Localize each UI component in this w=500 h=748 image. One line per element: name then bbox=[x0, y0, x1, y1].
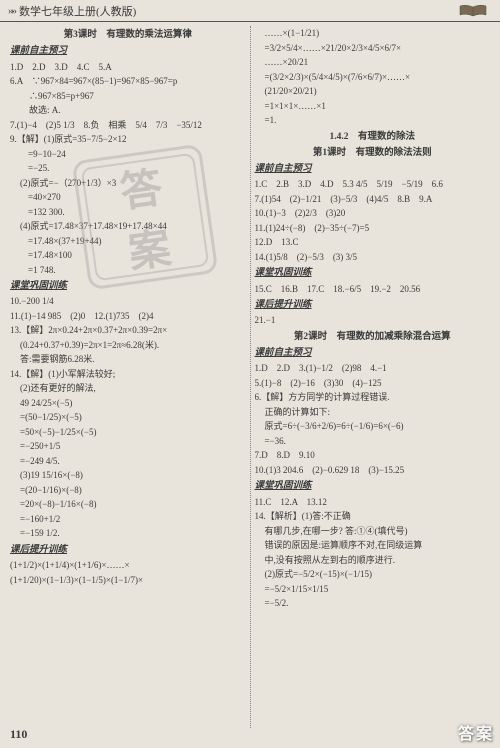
text-line: =−250+1/5 bbox=[10, 440, 246, 454]
header-title: 数学七年级上册(人教版) bbox=[19, 3, 136, 19]
text-line: 1.C 2.B 3.D 4.D 5.3 4/5 5/19 −5/19 6.6 bbox=[255, 178, 491, 192]
text-line: ……×(1−1/21) bbox=[255, 27, 491, 41]
text-line: (2)原式=−（270+1/3）×3 bbox=[10, 177, 246, 191]
lesson-title: 第2课时 有理数的加减乘除混合运算 bbox=[255, 330, 491, 344]
text-line: =−159 1/2. bbox=[10, 527, 246, 541]
text-line: 有哪几步,在哪一步? 答:①④(填代号) bbox=[255, 525, 491, 539]
text-line: 答:需要钢筋6.28米. bbox=[10, 353, 246, 367]
text-line: 1.D 2.D 3.(1)−1/2 (2)98 4.−1 bbox=[255, 362, 491, 376]
text-line: =−249 4/5. bbox=[10, 455, 246, 469]
text-line: =−5/2×1/15×1/15 bbox=[255, 583, 491, 597]
text-line: =1×1×1×……×1 bbox=[255, 100, 491, 114]
text-line: =132 300. bbox=[10, 206, 246, 220]
practice-heading: 课堂巩固训练 bbox=[255, 266, 491, 280]
text-line: 11.(1)−14 985 (2)0 12.(1)735 (2)4 bbox=[10, 310, 246, 324]
enhance-heading: 课后提升训练 bbox=[255, 298, 491, 312]
text-line: (1+1/2)×(1+1/4)×(1+1/6)×……× bbox=[10, 559, 246, 573]
text-line: 49 24/25×(−5) bbox=[10, 397, 246, 411]
text-line: (4)原式=17.48×37+17.48×19+17.48×44 bbox=[10, 220, 246, 234]
text-line: =−5/2. bbox=[255, 597, 491, 611]
text-line: 11.C 12.A 13.12 bbox=[255, 496, 491, 510]
text-line: 正确的计算如下: bbox=[255, 406, 491, 420]
text-line: (0.24+0.37+0.39)=2π×1=2π≈6.28(米). bbox=[10, 339, 246, 353]
text-line: 15.C 16.B 17.C 18.−6/5 19.−2 20.56 bbox=[255, 283, 491, 297]
text-line: =17.48×100 bbox=[10, 249, 246, 263]
logo-watermark: 答案 bbox=[458, 720, 494, 744]
text-line: 14.【解析】(1)答:不正确 bbox=[255, 510, 491, 524]
text-line: =3/2×5/4×……×21/20×2/3×4/5×6/7× bbox=[255, 42, 491, 56]
text-line: 7.D 8.D 9.10 bbox=[255, 449, 491, 463]
text-line: =−25. bbox=[10, 162, 246, 176]
preview-heading: 课前自主预习 bbox=[255, 162, 491, 176]
page-number: 110 bbox=[10, 727, 27, 742]
text-line: 错误的原因是:运算顺序不对,在同级运算 bbox=[255, 539, 491, 553]
text-line: =−36. bbox=[255, 435, 491, 449]
text-line: =9−10−24 bbox=[10, 148, 246, 162]
text-line: (1+1/20)×(1−1/3)×(1−1/5)×(1−1/7)× bbox=[10, 574, 246, 588]
text-line: 9.【解】(1)原式=35−7/5−2×12 bbox=[10, 133, 246, 147]
text-line: (3)19 15/16×(−8) bbox=[10, 469, 246, 483]
text-line: 21.−1 bbox=[255, 314, 491, 328]
text-line: =40×270 bbox=[10, 191, 246, 205]
book-icon bbox=[458, 4, 488, 18]
text-line: 故选: A. bbox=[10, 104, 246, 118]
page-header: »» 数学七年级上册(人教版) bbox=[0, 0, 500, 22]
text-line: 11.(1)24÷(−8) (2)−35÷(−7)=5 bbox=[255, 222, 491, 236]
text-line: =−160+1/2 bbox=[10, 513, 246, 527]
text-line: (21/20×20/21) bbox=[255, 85, 491, 99]
preview-heading: 课前自主预习 bbox=[10, 44, 246, 58]
text-line: =1 748. bbox=[10, 264, 246, 278]
text-line: 1.D 2.D 3.D 4.C 5.A bbox=[10, 61, 246, 75]
text-line: =20×(−8)−1/16×(−8) bbox=[10, 498, 246, 512]
header-arrows: »» bbox=[8, 5, 15, 17]
text-line: 10.(1)−3 (2)2/3 (3)20 bbox=[255, 207, 491, 221]
text-line: 14.【解】(1)小军解法较好; bbox=[10, 368, 246, 382]
practice-heading: 课堂巩固训练 bbox=[255, 479, 491, 493]
text-line: 7.(1)54 (2)−1/21 (3)−5/3 (4)4/5 8.B 9.A bbox=[255, 193, 491, 207]
left-column: 第3课时 有理数的乘法运算律 课前自主预习 1.D 2.D 3.D 4.C 5.… bbox=[6, 26, 251, 728]
preview-heading: 课前自主预习 bbox=[255, 346, 491, 360]
text-line: 6.A ∵967×84=967×(85−1)=967×85−967=p bbox=[10, 75, 246, 89]
lesson-title: 第3课时 有理数的乘法运算律 bbox=[10, 28, 246, 42]
text-line: 原式=6÷(−3/6+2/6)=6÷(−1/6)=6×(−6) bbox=[255, 420, 491, 434]
text-line: ……×20/21 bbox=[255, 56, 491, 70]
text-line: =(3/2×2/3)×(5/4×4/5)×(7/6×6/7)×……× bbox=[255, 71, 491, 85]
text-line: (2)原式=−5/2×(−15)×(−1/15) bbox=[255, 568, 491, 582]
text-line: 10.−200 1/4 bbox=[10, 295, 246, 309]
enhance-heading: 课后提升训练 bbox=[10, 543, 246, 557]
text-line: ∴967×85=p+967 bbox=[10, 90, 246, 104]
text-line: 7.(1)−4 (2)5 1/3 8.负 相乘 5/4 7/3 −35/12 bbox=[10, 119, 246, 133]
text-line: =50×(−5)−1/25×(−5) bbox=[10, 426, 246, 440]
text-line: 13.【解】2π×0.24+2π×0.37+2π×0.39=2π× bbox=[10, 324, 246, 338]
text-line: 12.D 13.C bbox=[255, 236, 491, 250]
text-line: 6.【解】方方同学的计算过程错误. bbox=[255, 391, 491, 405]
text-line: =(50−1/25)×(−5) bbox=[10, 411, 246, 425]
text-line: (2)还有更好的解法, bbox=[10, 382, 246, 396]
practice-heading: 课堂巩固训练 bbox=[10, 279, 246, 293]
lesson-title: 第1课时 有理数的除法法则 bbox=[255, 146, 491, 160]
text-line: 中,没有按照从左到右的顺序进行. bbox=[255, 554, 491, 568]
section-title: 1.4.2 有理数的除法 bbox=[255, 130, 491, 144]
right-column: ……×(1−1/21) =3/2×5/4×……×21/20×2/3×4/5×6/… bbox=[251, 26, 495, 728]
text-line: 5.(1)−8 (2)−16 (3)30 (4)−125 bbox=[255, 377, 491, 391]
text-line: =17.48×(37+19+44) bbox=[10, 235, 246, 249]
content-area: 答 案 第3课时 有理数的乘法运算律 课前自主预习 1.D 2.D 3.D 4.… bbox=[0, 22, 500, 728]
text-line: 14.(1)5/8 (2)−5/3 (3) 3/5 bbox=[255, 251, 491, 265]
text-line: =(20−1/16)×(−8) bbox=[10, 484, 246, 498]
text-line: 10.(1)3 204.6 (2)−0.629 18 (3)−15.25 bbox=[255, 464, 491, 478]
text-line: =1. bbox=[255, 114, 491, 128]
